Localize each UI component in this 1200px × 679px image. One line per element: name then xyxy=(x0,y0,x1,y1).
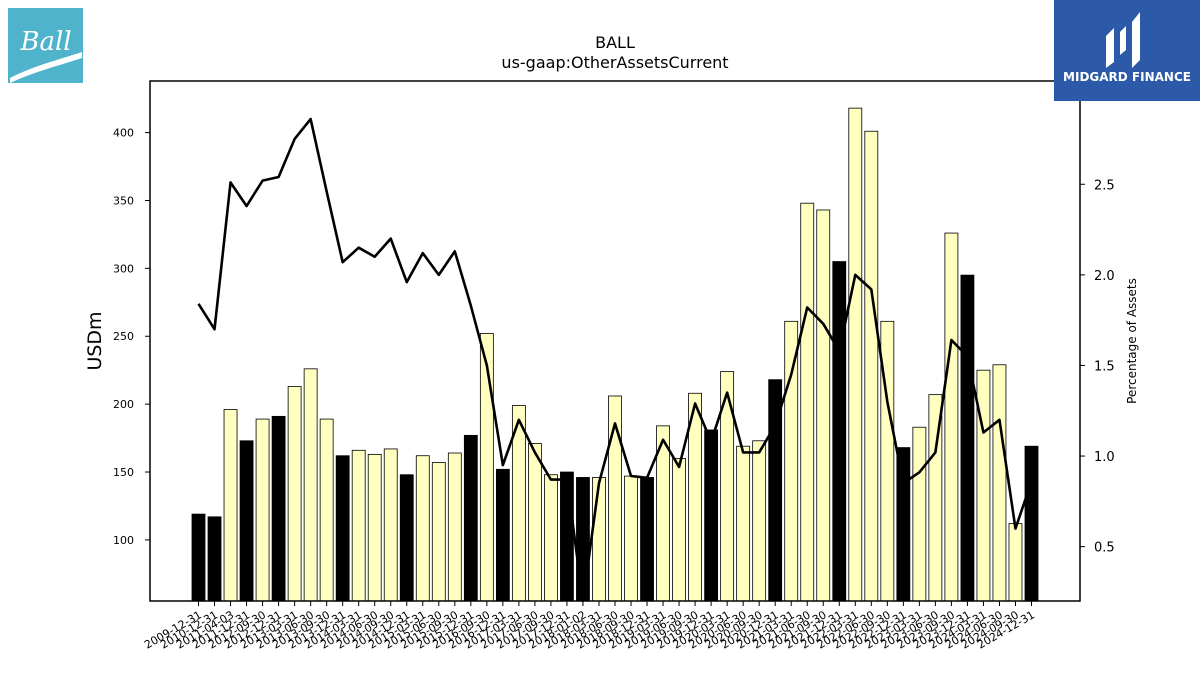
bar xyxy=(528,443,542,602)
bar xyxy=(415,455,430,602)
percentage-line xyxy=(197,117,1033,603)
bar xyxy=(816,209,831,602)
chart-title: BALL xyxy=(595,33,635,52)
bar xyxy=(864,130,879,602)
bar xyxy=(544,474,558,602)
bar xyxy=(431,462,446,602)
bar xyxy=(832,261,847,602)
bar xyxy=(319,418,334,602)
bar xyxy=(672,458,686,602)
bar xyxy=(223,409,238,602)
chart-subtitle: us-gaap:OtherAssetsCurrent xyxy=(501,53,728,72)
bar xyxy=(479,333,494,602)
y2-axis-label: Percentage of Assets xyxy=(1125,278,1139,404)
bar xyxy=(463,434,478,602)
bar xyxy=(560,471,574,602)
bar xyxy=(992,364,1007,602)
ball-logo-swoosh xyxy=(10,52,82,83)
bar xyxy=(592,477,606,602)
bar xyxy=(912,426,927,602)
bar xyxy=(367,453,382,602)
y2-tick-label: 2.5 xyxy=(1094,178,1115,193)
y-tick-label: 400 xyxy=(113,127,134,140)
y-axis-label: USDm xyxy=(84,311,106,370)
midgard-logo-wordmark: MIDGARD FINANCE xyxy=(1063,70,1191,84)
bar xyxy=(800,202,815,602)
y-tick-label: 300 xyxy=(113,262,134,275)
y-tick-label: 100 xyxy=(113,534,134,547)
bar xyxy=(399,474,414,602)
bar xyxy=(784,320,799,602)
y2-tick-label: 2.0 xyxy=(1094,269,1115,284)
ball-logo-background xyxy=(8,8,83,83)
line-series xyxy=(197,117,1033,603)
bar-series xyxy=(191,107,1039,602)
bar xyxy=(960,274,975,602)
bar xyxy=(752,440,767,602)
bar xyxy=(896,447,911,602)
midgard-logo-background xyxy=(1054,0,1200,101)
bar xyxy=(239,440,254,602)
y2-tick-label: 1.0 xyxy=(1094,450,1115,465)
midgard-finance-logo: MIDGARD FINANCE xyxy=(1054,0,1200,101)
bar xyxy=(351,449,366,602)
bar xyxy=(255,418,270,602)
bar xyxy=(848,107,863,602)
bar xyxy=(1024,445,1039,602)
bar xyxy=(207,516,222,602)
bar xyxy=(944,232,959,602)
ball-logo-wordmark: Ball xyxy=(19,27,71,57)
bar xyxy=(704,429,719,602)
bar xyxy=(383,448,398,602)
bar xyxy=(495,468,510,602)
bar xyxy=(576,477,590,602)
bar xyxy=(335,455,350,602)
bar xyxy=(736,445,751,602)
bar xyxy=(624,475,638,602)
ball-logo: Ball xyxy=(8,8,83,83)
bar xyxy=(640,477,654,602)
y-tick-label: 250 xyxy=(113,330,134,343)
bar xyxy=(303,368,318,602)
bar xyxy=(1008,523,1023,602)
bar xyxy=(447,452,462,602)
axes: 1001502002503003504000.51.01.52.02.52009… xyxy=(113,80,1115,652)
midgard-logo-mark xyxy=(1106,12,1140,68)
y-tick-label: 200 xyxy=(113,398,134,411)
bar xyxy=(287,386,302,602)
y-tick-label: 150 xyxy=(113,466,134,479)
bar xyxy=(271,415,286,602)
y-tick-label: 350 xyxy=(113,194,134,207)
y2-tick-label: 0.5 xyxy=(1094,541,1115,556)
bar xyxy=(191,513,206,602)
y2-tick-label: 1.5 xyxy=(1094,359,1115,374)
